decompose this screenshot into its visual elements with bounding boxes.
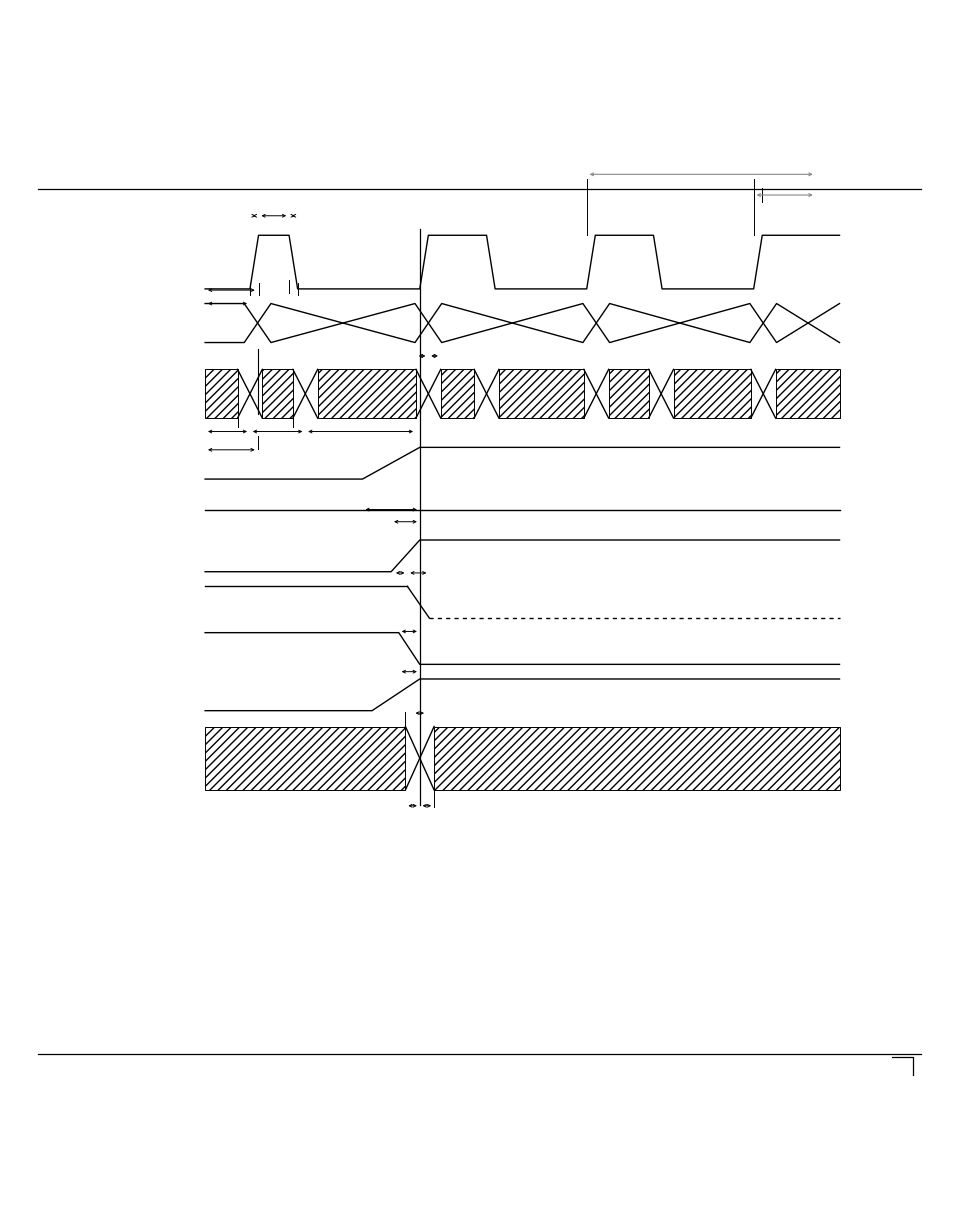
Bar [262,369,293,418]
Bar [673,369,750,418]
Bar [498,369,583,418]
Bar [205,727,405,790]
Bar [608,369,648,418]
Bar [317,369,416,418]
Bar [440,369,474,418]
Bar [775,369,839,418]
Bar [205,369,237,418]
Bar [434,727,839,790]
